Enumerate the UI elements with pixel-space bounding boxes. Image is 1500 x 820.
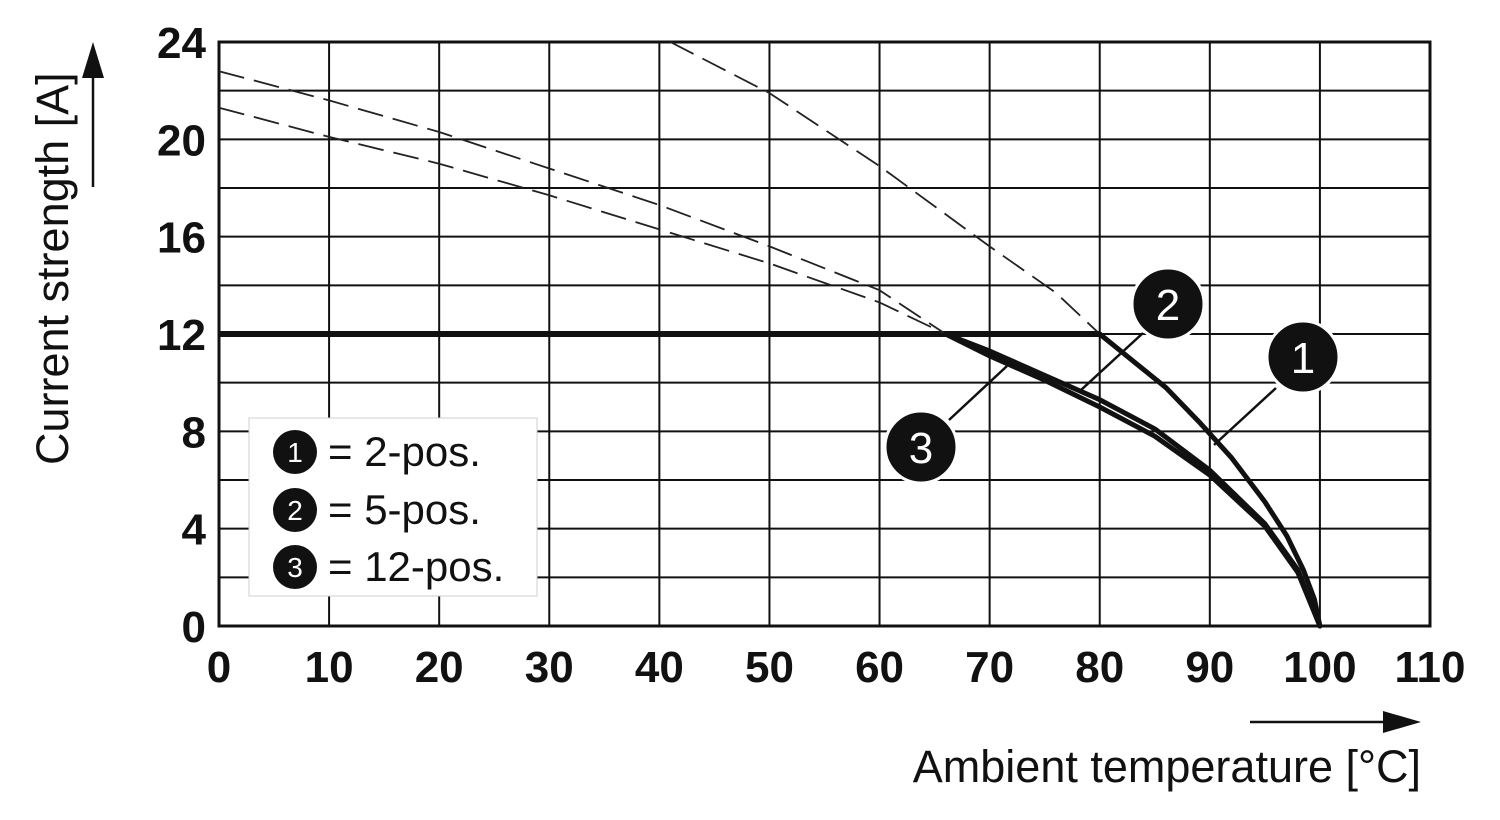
callout-marker-2 [1130, 266, 1206, 342]
legend-marker-3-label: 3 [287, 552, 303, 583]
x-tick-label-110: 110 [1395, 643, 1466, 692]
x-axis-arrow-head [1383, 711, 1421, 733]
y-tick-label-0: 0 [182, 603, 206, 652]
x-tick-label-60: 60 [855, 643, 904, 692]
legend-entry-1: 1 = 2-pos. [273, 428, 481, 475]
legend-entry-3-label: = 12-pos. [328, 543, 504, 590]
y-axis-label: Current strength [A] [27, 72, 78, 465]
legend: 1 = 2-pos. 2 = 5-pos. 3 = 12-pos. [248, 417, 538, 597]
x-tick-label-70: 70 [965, 643, 1014, 692]
y-tick-label-4: 4 [182, 506, 207, 555]
y-axis-arrow-head [82, 42, 104, 78]
x-tick-label-0: 0 [207, 643, 231, 692]
x-tick-label-20: 20 [415, 643, 464, 692]
curve-callouts: 1 2 3 [883, 266, 1341, 485]
legend-marker-3 [273, 545, 317, 589]
callout-marker-1 [1265, 319, 1341, 395]
series-2-extrapolation-line [218, 70, 947, 335]
callout-leader-3 [948, 365, 1008, 421]
x-tick-labels: 0 10 20 30 40 50 60 70 80 90 100 110 [207, 643, 1466, 692]
x-axis-label: Ambient temperature [°C] [913, 741, 1421, 792]
y-tick-label-16: 16 [157, 214, 206, 263]
callout-marker-1-label: 1 [1291, 334, 1315, 383]
callout-marker-2-label: 2 [1156, 281, 1180, 330]
series-1-derating-line [1097, 331, 1323, 629]
series-3-derating-line [943, 331, 1323, 629]
x-axis-title: Ambient temperature [°C] [913, 711, 1421, 792]
y-tick-label-12: 12 [157, 311, 206, 360]
callout-marker-3-label: 3 [909, 424, 933, 473]
x-tick-label-50: 50 [745, 643, 794, 692]
y-tick-label-24: 24 [157, 19, 206, 68]
y-tick-label-20: 20 [157, 116, 206, 165]
series-3-extrapolation-line [218, 106, 946, 335]
callout-leader-1 [1213, 387, 1277, 446]
series-1-extrapolation-line [669, 41, 1101, 335]
x-tick-label-80: 80 [1075, 643, 1124, 692]
x-tick-label-90: 90 [1185, 643, 1234, 692]
x-tick-label-100: 100 [1283, 643, 1356, 692]
x-tick-label-40: 40 [635, 643, 684, 692]
legend-marker-1 [273, 430, 317, 474]
legend-entry-1-label: = 2-pos. [328, 428, 481, 475]
y-tick-labels: 0 4 8 12 16 20 24 [157, 19, 206, 652]
x-tick-label-30: 30 [525, 643, 574, 692]
legend-marker-2-label: 2 [287, 495, 303, 526]
callout-marker-3 [883, 409, 959, 485]
legend-entry-2: 2 = 5-pos. [273, 486, 481, 533]
legend-marker-1-label: 1 [287, 437, 303, 468]
legend-entry-2-label: = 5-pos. [328, 486, 481, 533]
series-layer [218, 41, 1323, 629]
y-axis-title: Current strength [A] [27, 42, 104, 465]
x-tick-label-10: 10 [305, 643, 354, 692]
legend-entry-3: 3 = 12-pos. [273, 543, 504, 590]
y-tick-label-8: 8 [182, 408, 206, 457]
callout-leader-2 [1080, 332, 1144, 391]
legend-marker-2 [273, 488, 317, 532]
